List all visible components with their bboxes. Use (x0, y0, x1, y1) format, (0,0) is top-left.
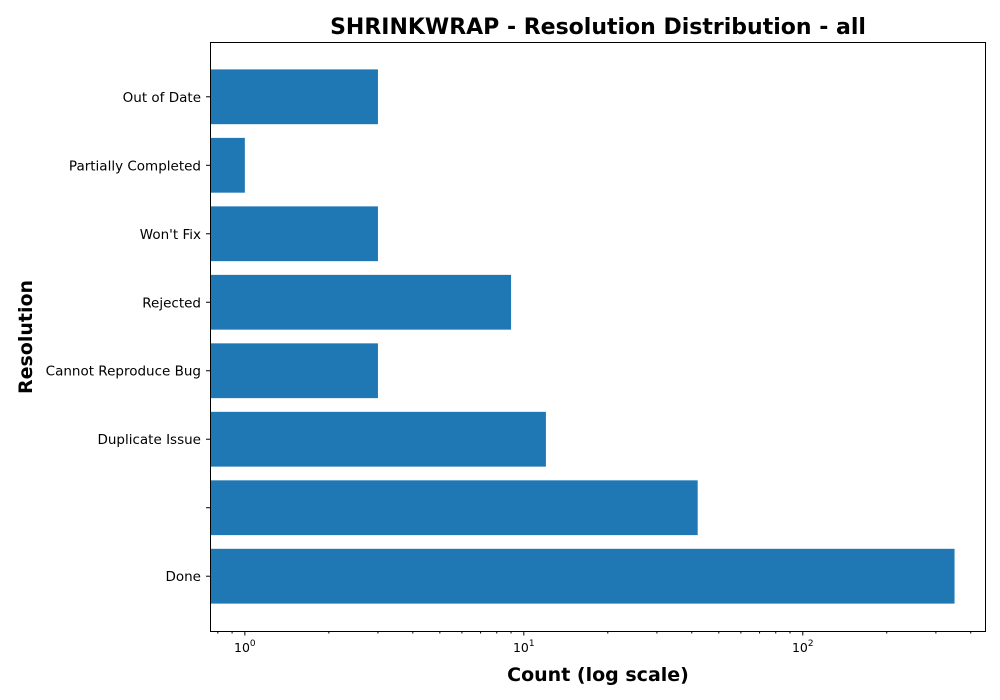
y-tick-label: Won't Fix (140, 227, 201, 243)
bar (210, 343, 378, 399)
y-tick-label: Partially Completed (69, 158, 201, 174)
y-tick-label: Cannot Reproduce Bug (46, 364, 201, 380)
bar (210, 137, 245, 193)
y-tick-label: Rejected (142, 295, 201, 311)
bar (210, 274, 512, 330)
y-tick-label: Duplicate Issue (97, 432, 201, 448)
y-tick-label: Out of Date (123, 90, 201, 106)
bar (210, 548, 955, 604)
y-axis-label: Resolution (15, 280, 37, 394)
x-tick-label: 100 (234, 639, 256, 655)
plot-frame (210, 42, 986, 632)
bar (210, 411, 546, 467)
bar (210, 69, 378, 125)
x-tick-label: 101 (513, 639, 535, 655)
x-tick-label: 102 (792, 639, 814, 655)
chart-title: SHRINKWRAP - Resolution Distribution - a… (330, 15, 866, 40)
y-tick-label: Done (165, 569, 201, 585)
bar (210, 206, 378, 262)
x-axis-label: Count (log scale) (507, 664, 689, 686)
bar (210, 480, 698, 536)
